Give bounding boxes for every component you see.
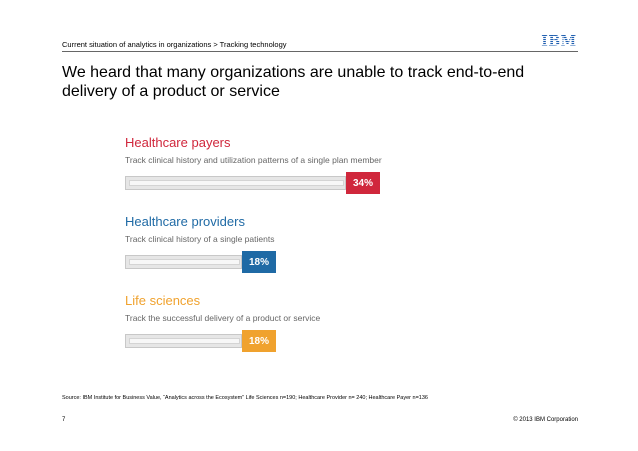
source-note: Source: IBM Institute for Business Value… (62, 395, 428, 401)
value-badge: 18% (242, 251, 276, 273)
category-label: Healthcare payers (125, 135, 231, 150)
bar (125, 334, 242, 348)
category-description: Track clinical history and utilization p… (125, 155, 382, 165)
bar (125, 176, 346, 190)
bar-highlight (129, 180, 344, 186)
bar (125, 255, 242, 269)
category-label: Healthcare providers (125, 214, 245, 229)
breadcrumb: Current situation of analytics in organi… (62, 40, 287, 49)
copyright: © 2013 IBM Corporation (513, 417, 578, 423)
value-badge: 34% (346, 172, 380, 194)
bar-highlight (129, 338, 240, 344)
ibm-logo-icon: IBM (541, 34, 576, 48)
category-label: Life sciences (125, 293, 201, 308)
bar-highlight (129, 259, 240, 265)
value-badge: 18% (242, 330, 276, 352)
page-title: We heard that many organizations are una… (62, 64, 525, 100)
page-number: 7 (62, 417, 66, 423)
category-description: Track the successful delivery of a produ… (125, 313, 321, 323)
header-divider (62, 51, 578, 52)
category-description: Track clinical history of a single patie… (125, 234, 275, 244)
bar-chart: Healthcare payers Track clinical history … (125, 135, 425, 355)
ibm-logo-text: IBM (541, 34, 576, 48)
